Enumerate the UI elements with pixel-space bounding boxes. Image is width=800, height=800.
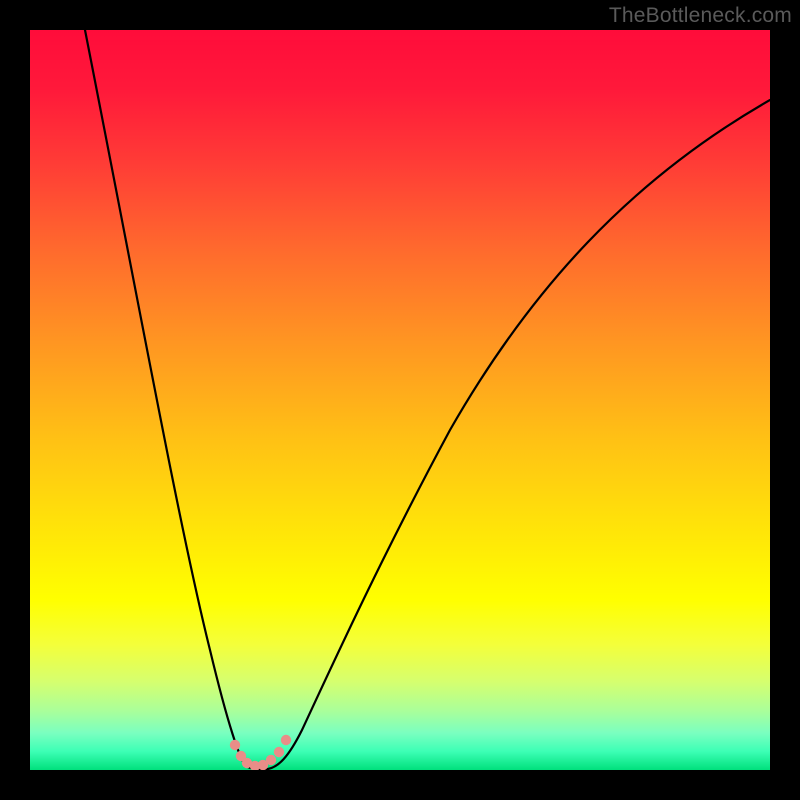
chart-plot-area bbox=[30, 30, 770, 770]
curve-dot bbox=[266, 755, 276, 765]
bottleneck-curve bbox=[30, 30, 770, 770]
curve-path bbox=[85, 30, 770, 769]
watermark-text: TheBottleneck.com bbox=[609, 4, 792, 28]
curve-dot bbox=[274, 747, 284, 757]
curve-dot bbox=[281, 735, 291, 745]
curve-dot bbox=[230, 740, 240, 750]
curve-minimum-dots bbox=[230, 735, 291, 770]
